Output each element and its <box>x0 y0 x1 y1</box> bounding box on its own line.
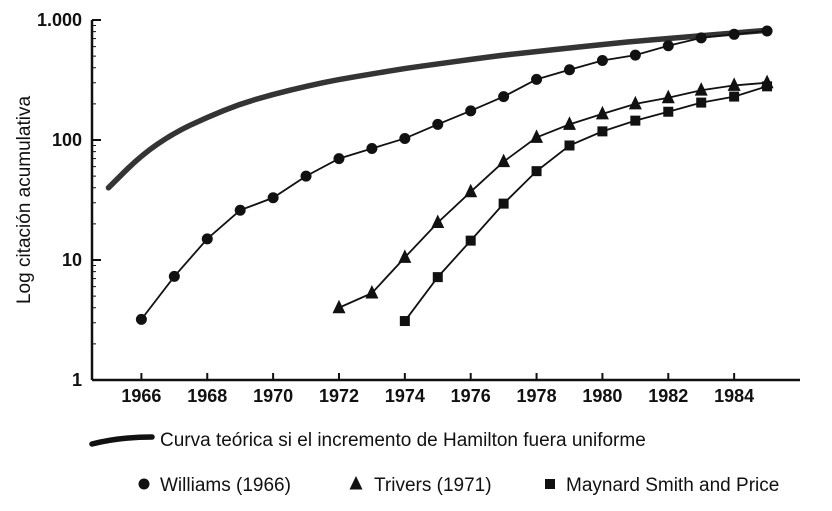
data-point-trivers <box>595 105 609 120</box>
data-point-williams <box>300 170 312 182</box>
y-tick-label: 1 <box>72 370 82 390</box>
data-point-williams <box>629 49 641 61</box>
x-tick-label: 1968 <box>187 386 227 406</box>
data-point-trivers <box>530 129 544 143</box>
data-point-trivers <box>694 82 708 96</box>
data-point-williams <box>267 192 279 204</box>
data-point-williams <box>662 40 674 52</box>
data-point-trivers <box>398 249 412 263</box>
data-point-maynard-smith <box>498 198 509 209</box>
legend-marker-trivers <box>349 475 363 490</box>
series-line-maynard-smith <box>404 85 768 322</box>
data-point-trivers <box>431 214 445 229</box>
x-tick-label: 1976 <box>451 386 491 406</box>
data-point-maynard-smith <box>564 140 575 151</box>
data-point-williams <box>366 142 378 154</box>
series-line-trivers <box>338 81 768 309</box>
series-line-hamilton-theory <box>105 27 770 191</box>
data-point-williams <box>201 233 213 245</box>
data-point-trivers <box>497 153 511 168</box>
data-point-maynard-smith <box>432 272 443 283</box>
data-point-maynard-smith <box>762 81 773 92</box>
x-tick-label: 1966 <box>121 386 161 406</box>
data-point-williams <box>234 204 246 216</box>
x-tick-label: 1974 <box>385 386 425 406</box>
data-point-williams <box>761 25 773 37</box>
data-point-maynard-smith <box>597 126 608 137</box>
data-point-williams <box>168 270 180 282</box>
legend-label-williams: Williams (1966) <box>160 475 291 496</box>
data-point-trivers <box>464 183 478 198</box>
x-tick-label: 1970 <box>253 386 293 406</box>
data-point-williams <box>399 132 411 144</box>
data-point-maynard-smith <box>630 115 641 126</box>
data-point-maynard-smith <box>531 166 542 177</box>
data-point-maynard-smith <box>696 97 707 108</box>
data-point-williams <box>432 118 444 130</box>
data-point-trivers <box>332 299 346 314</box>
x-tick-label: 1978 <box>517 386 557 406</box>
data-point-williams <box>135 313 147 325</box>
legend-marker-williams <box>138 478 150 490</box>
data-point-trivers <box>562 116 576 130</box>
legend-swatch-hamilton <box>89 434 155 447</box>
data-point-trivers <box>365 285 379 299</box>
legend-marker-maynard-smith <box>545 479 555 489</box>
data-point-williams <box>596 54 608 66</box>
data-point-maynard-smith <box>465 235 476 246</box>
data-point-williams <box>465 105 477 117</box>
legend-label-trivers: Trivers (1971) <box>374 475 492 496</box>
x-tick-label: 1980 <box>582 386 622 406</box>
data-point-williams <box>333 153 345 165</box>
x-tick-label: 1972 <box>319 386 359 406</box>
data-point-trivers <box>727 77 741 91</box>
data-point-williams <box>531 73 543 85</box>
y-tick-label: 1.000 <box>37 10 82 30</box>
data-point-williams <box>563 64 575 76</box>
data-point-trivers <box>661 89 675 104</box>
data-point-williams <box>498 91 510 103</box>
series-line-williams <box>140 30 768 320</box>
data-point-williams <box>695 32 707 44</box>
data-point-williams <box>728 28 740 40</box>
legend: Curva teórica si el incremento de Hamilt… <box>89 430 779 496</box>
x-tick-label: 1984 <box>714 386 754 406</box>
y-axis-label: Log citación acumulativa <box>14 96 35 304</box>
plot-area: 1 10 100 1.000 1966 1968 1970 1972 1974 1976 1978 1… <box>37 10 800 406</box>
legend-label-hamilton: Curva teórica si el incremento de Hamilt… <box>160 430 646 451</box>
y-tick-label: 10 <box>62 250 82 270</box>
data-point-maynard-smith <box>729 91 740 102</box>
data-point-trivers <box>628 95 642 110</box>
data-point-maynard-smith <box>663 106 674 117</box>
y-tick-label: 100 <box>52 130 82 150</box>
x-tick-label: 1982 <box>648 386 688 406</box>
data-point-maynard-smith <box>399 316 410 327</box>
legend-label-maynard-smith: Maynard Smith and Price <box>566 475 779 496</box>
